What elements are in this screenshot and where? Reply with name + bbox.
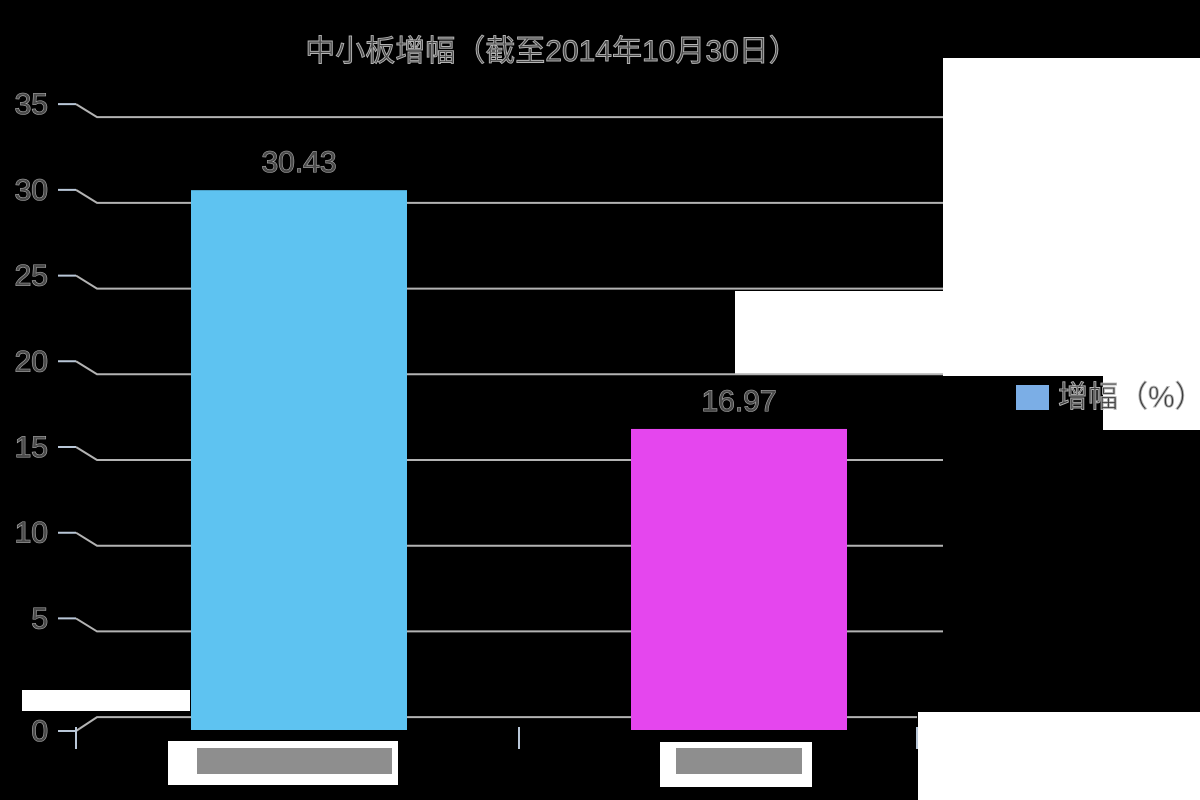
y-axis-label: 30 — [15, 174, 48, 207]
y-axis-label: 15 — [15, 431, 48, 464]
y-axis-label: 5 — [31, 602, 48, 635]
legend: 增幅（%） — [1016, 381, 1200, 414]
gridline — [75, 360, 943, 376]
bar-value-label: 16.97 — [701, 385, 776, 418]
white-patch-right-panel — [943, 58, 1200, 376]
category-label-cover-1 — [197, 748, 392, 774]
y-axis-label: 0 — [31, 715, 48, 748]
white-patch-legend-right — [1103, 376, 1200, 430]
white-patch-bottom-left — [22, 690, 190, 711]
gridline — [75, 189, 943, 204]
chart-title: 中小板增幅（截至2014年10月30日） — [305, 35, 799, 69]
white-patch-bottom-right — [918, 712, 1200, 800]
gridline — [75, 103, 943, 119]
y-axis-label: 10 — [15, 517, 48, 550]
y-axis-label: 25 — [15, 260, 48, 293]
legend-swatch-icon — [1016, 385, 1049, 410]
legend-label: 增幅（%） — [1058, 381, 1200, 414]
category-label-cover-2 — [676, 748, 802, 774]
gridline — [75, 274, 943, 290]
y-axis-label: 35 — [15, 88, 48, 121]
y-axis-label: 20 — [15, 345, 48, 378]
white-patch-mid-right — [735, 291, 943, 374]
bar — [631, 428, 847, 730]
bar-value-label: 30.43 — [261, 146, 336, 179]
bar — [191, 190, 407, 730]
